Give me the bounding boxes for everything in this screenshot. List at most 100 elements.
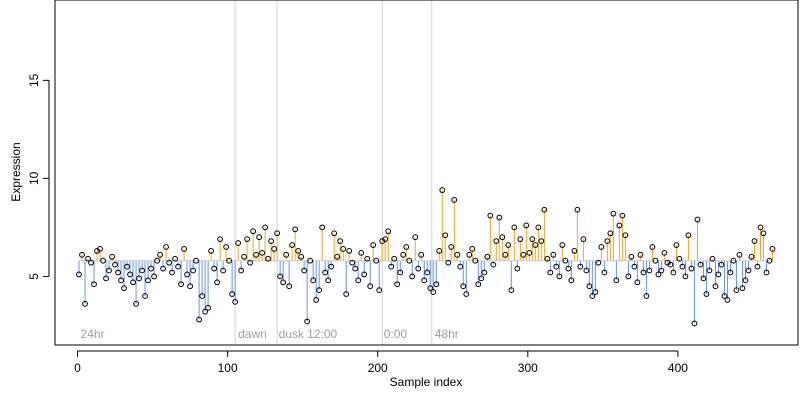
- data-point-55: [241, 253, 248, 260]
- data-point-122: [442, 232, 449, 239]
- data-point-84: [328, 263, 335, 270]
- data-point-40: [196, 316, 202, 323]
- data-point-62: [262, 224, 269, 231]
- data-point-133: [475, 281, 482, 288]
- data-point-79: [313, 297, 320, 303]
- data-point-210: [706, 267, 713, 274]
- data-point-50: [226, 257, 233, 264]
- data-point-216: [724, 297, 731, 303]
- data-point-120: [436, 248, 443, 254]
- data-point-187: [637, 251, 644, 258]
- data-point-115: [421, 277, 428, 284]
- data-point-8: [100, 257, 106, 264]
- data-point-41: [199, 293, 205, 299]
- data-point-56: [244, 236, 251, 243]
- data-point-5: [91, 281, 97, 288]
- data-point-188: [640, 269, 647, 276]
- data-point-152: [532, 242, 539, 248]
- data-point-223: [745, 267, 752, 274]
- data-point-126: [454, 251, 461, 258]
- data-point-76: [304, 318, 311, 325]
- data-point-212: [712, 283, 719, 290]
- data-point-169: [583, 267, 590, 274]
- data-point-215: [721, 293, 728, 299]
- data-point-61: [259, 249, 266, 256]
- data-point-82: [322, 269, 329, 276]
- data-point-149: [523, 222, 530, 229]
- plot-frame: [54, 0, 799, 346]
- data-point-180: [616, 222, 623, 229]
- data-point-46: [214, 279, 221, 286]
- data-point-9: [103, 275, 109, 282]
- data-point-29: [163, 244, 169, 250]
- data-point-128: [460, 283, 467, 290]
- data-point-28: [160, 265, 166, 272]
- x-tick-label-3: 300: [518, 361, 538, 375]
- data-point-106: [394, 281, 401, 288]
- data-point-170: [586, 283, 593, 290]
- data-point-86: [334, 253, 341, 260]
- y-axis-label: Expression: [9, 142, 23, 201]
- data-point-113: [415, 265, 422, 272]
- data-point-183: [625, 273, 632, 280]
- data-point-51: [229, 291, 236, 297]
- data-point-14: [118, 277, 124, 284]
- data-point-228: [760, 230, 767, 237]
- data-point-96: [364, 255, 371, 262]
- data-point-222: [742, 277, 749, 284]
- data-point-161: [559, 242, 566, 248]
- data-point-68: [280, 279, 287, 286]
- data-point-19: [133, 300, 139, 307]
- data-point-10: [106, 267, 112, 274]
- data-point-13: [115, 269, 121, 276]
- data-point-206: [694, 216, 701, 223]
- data-point-26: [154, 257, 160, 264]
- data-point-66: [274, 230, 281, 237]
- data-point-154: [538, 238, 545, 245]
- data-point-132: [472, 257, 479, 264]
- data-point-125: [451, 197, 458, 203]
- data-point-119: [433, 281, 440, 288]
- data-point-17: [127, 271, 133, 278]
- data-point-192: [652, 257, 659, 264]
- data-point-31: [169, 269, 175, 276]
- data-point-59: [253, 251, 260, 258]
- data-point-200: [676, 255, 683, 262]
- data-point-36: [184, 271, 190, 278]
- data-point-95: [361, 271, 368, 278]
- data-point-100: [376, 287, 383, 294]
- data-point-63: [265, 255, 272, 262]
- data-point-92: [352, 265, 359, 272]
- data-point-30: [166, 259, 172, 266]
- data-point-42: [202, 308, 209, 315]
- annotation-label-0: 24hr: [81, 327, 105, 341]
- data-point-44: [208, 248, 215, 254]
- data-point-146: [514, 265, 521, 272]
- data-point-97: [367, 283, 374, 290]
- data-point-145: [511, 224, 518, 231]
- data-point-15: [121, 285, 127, 292]
- data-point-32: [172, 255, 178, 262]
- data-point-91: [349, 259, 356, 266]
- annotation-labels: 24hr dawn dusk 12:00 0:00 48hr: [81, 327, 459, 341]
- y-tick-label-2: 15: [27, 73, 41, 87]
- data-point-1: [79, 251, 85, 258]
- data-point-218: [730, 257, 737, 264]
- data-point-127: [457, 263, 464, 270]
- data-point-193: [655, 271, 662, 278]
- data-point-231: [769, 246, 776, 252]
- data-point-217: [727, 269, 734, 276]
- x-axis: 0 100 200 300 400: [74, 350, 688, 375]
- data-point-112: [412, 234, 419, 241]
- data-point-199: [673, 242, 680, 248]
- data-point-111: [409, 273, 416, 280]
- data-point-105: [391, 255, 398, 262]
- data-point-38: [190, 267, 196, 274]
- y-tick-label-0: 5: [27, 273, 41, 280]
- data-point-226: [754, 263, 761, 270]
- data-point-33: [175, 263, 181, 270]
- data-point-7: [97, 246, 103, 252]
- data-point-168: [580, 236, 587, 243]
- data-point-174: [598, 244, 605, 250]
